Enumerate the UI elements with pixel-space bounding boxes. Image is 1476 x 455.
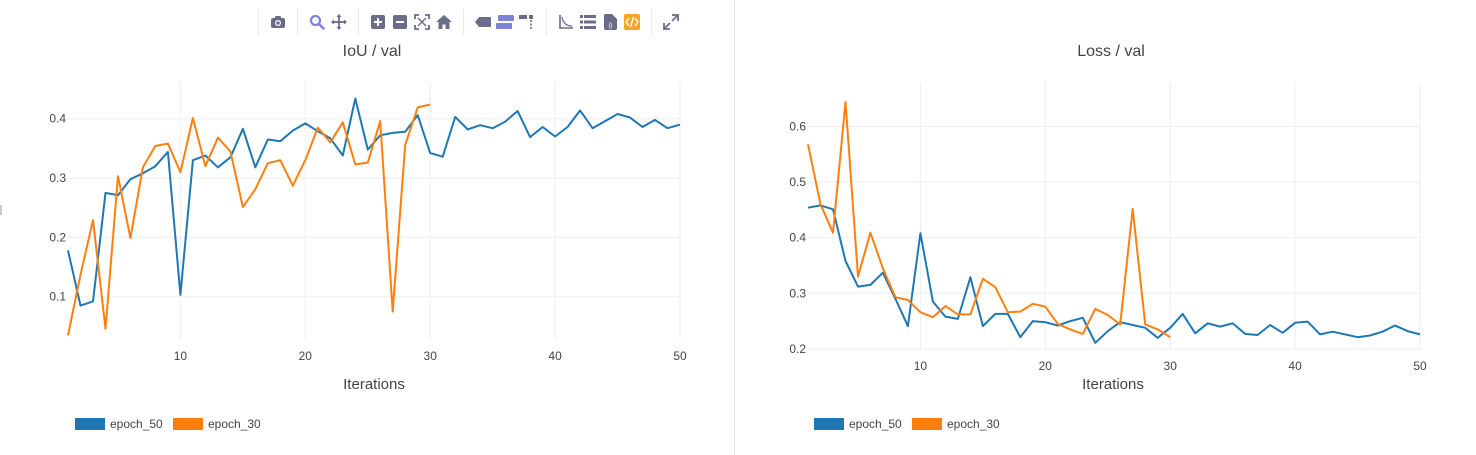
legend-label-epoch-50: epoch_50 <box>849 417 902 431</box>
y-tick-label: 0.5 <box>789 175 806 189</box>
zoom-out-icon[interactable] <box>389 11 411 33</box>
x-tick-label: 10 <box>174 349 188 363</box>
y-tick-label: 0.2 <box>789 342 806 356</box>
modebar-group <box>258 9 297 35</box>
iou-panel: {} IoU / val 10 20 30 40 50 0.1 0.2 0.3 0.4 Iter… <box>0 0 734 455</box>
reset-axes-icon[interactable] <box>433 11 455 33</box>
zoom-icon[interactable] <box>306 11 328 33</box>
legend-swatch-epoch-50 <box>75 418 105 430</box>
code-icon[interactable] <box>621 11 643 33</box>
y-tick-label: 0.3 <box>789 286 806 300</box>
x-tick-label: 10 <box>914 359 928 373</box>
autoscale-icon[interactable] <box>411 11 433 33</box>
series-line-epoch-30[interactable] <box>807 101 1171 339</box>
series-layer <box>67 97 681 336</box>
y-tick-label: 0.4 <box>789 231 806 245</box>
x-tick-label: 40 <box>1288 359 1302 373</box>
modebar-group <box>651 9 690 35</box>
series-line-epoch-30[interactable] <box>67 103 431 336</box>
legend-label-epoch-50: epoch_50 <box>110 417 163 431</box>
x-tick-label: 50 <box>1413 359 1427 373</box>
pan-icon[interactable] <box>328 11 350 33</box>
x-axis-label: Iterations <box>343 376 405 393</box>
x-tick-label: 40 <box>548 349 562 363</box>
y-tick-label: 0.6 <box>789 119 806 133</box>
legend[interactable]: epoch_50 epoch_30 <box>814 417 1000 431</box>
y-tick-label: 0.1 <box>49 290 66 304</box>
loss-panel: Loss / val 10 20 30 40 50 0.2 0.3 0.4 0.5 0.6 Ite… <box>735 0 1476 455</box>
y-tick-label: 0.3 <box>49 171 66 185</box>
modebar: {} <box>258 8 690 36</box>
x-axis-label: Iterations <box>1082 376 1144 393</box>
chart-title: Loss / val <box>1077 43 1145 60</box>
x-tick-label: 50 <box>673 349 687 363</box>
spike-lines-icon[interactable] <box>472 11 494 33</box>
series-line-epoch-50[interactable] <box>67 97 681 307</box>
document-icon[interactable]: {} <box>599 11 621 33</box>
loss-chart[interactable]: Loss / val 10 20 30 40 50 0.2 0.3 0.4 0.5 0.6 Ite… <box>735 0 1476 455</box>
series-line-epoch-50[interactable] <box>807 204 1421 344</box>
legend-label-epoch-30: epoch_30 <box>208 417 261 431</box>
zoom-in-icon[interactable] <box>367 11 389 33</box>
legend-swatch-epoch-30 <box>912 418 942 430</box>
camera-icon[interactable] <box>267 11 289 33</box>
modebar-group <box>463 9 546 35</box>
expand-icon[interactable] <box>660 11 682 33</box>
tick-labels: 10 20 30 40 50 0.1 0.2 0.3 0.4 <box>49 112 687 363</box>
y-tick-label: 0.2 <box>49 230 66 244</box>
gridlines <box>808 82 1421 350</box>
series-layer <box>807 101 1421 344</box>
table-icon[interactable] <box>577 11 599 33</box>
x-tick-label: 20 <box>1039 359 1053 373</box>
chart-title: IoU / val <box>343 43 402 60</box>
axis-icon[interactable] <box>555 11 577 33</box>
legend[interactable]: epoch_50 epoch_30 <box>75 417 261 431</box>
modebar-group <box>358 9 463 35</box>
x-tick-label: 30 <box>424 349 438 363</box>
legend-swatch-epoch-30 <box>173 418 203 430</box>
tick-labels: 10 20 30 40 50 0.2 0.3 0.4 0.5 0.6 <box>789 119 1427 373</box>
panel-divider <box>734 0 735 455</box>
svg-text:{}: {} <box>608 23 612 29</box>
legend-swatch-epoch-50 <box>814 418 844 430</box>
x-tick-label: 20 <box>299 349 313 363</box>
hover-compare-icon[interactable] <box>516 11 538 33</box>
modebar-group: {} <box>546 9 651 35</box>
iou-chart[interactable]: IoU / val 10 20 30 40 50 0.1 0.2 0.3 0.4 Iterati… <box>0 0 734 455</box>
modebar-group <box>297 9 358 35</box>
legend-label-epoch-30: epoch_30 <box>947 417 1000 431</box>
panel-resize-handle[interactable] <box>0 205 2 215</box>
y-tick-label: 0.4 <box>49 112 66 126</box>
x-tick-label: 30 <box>1164 359 1178 373</box>
hover-closest-icon[interactable] <box>494 11 516 33</box>
